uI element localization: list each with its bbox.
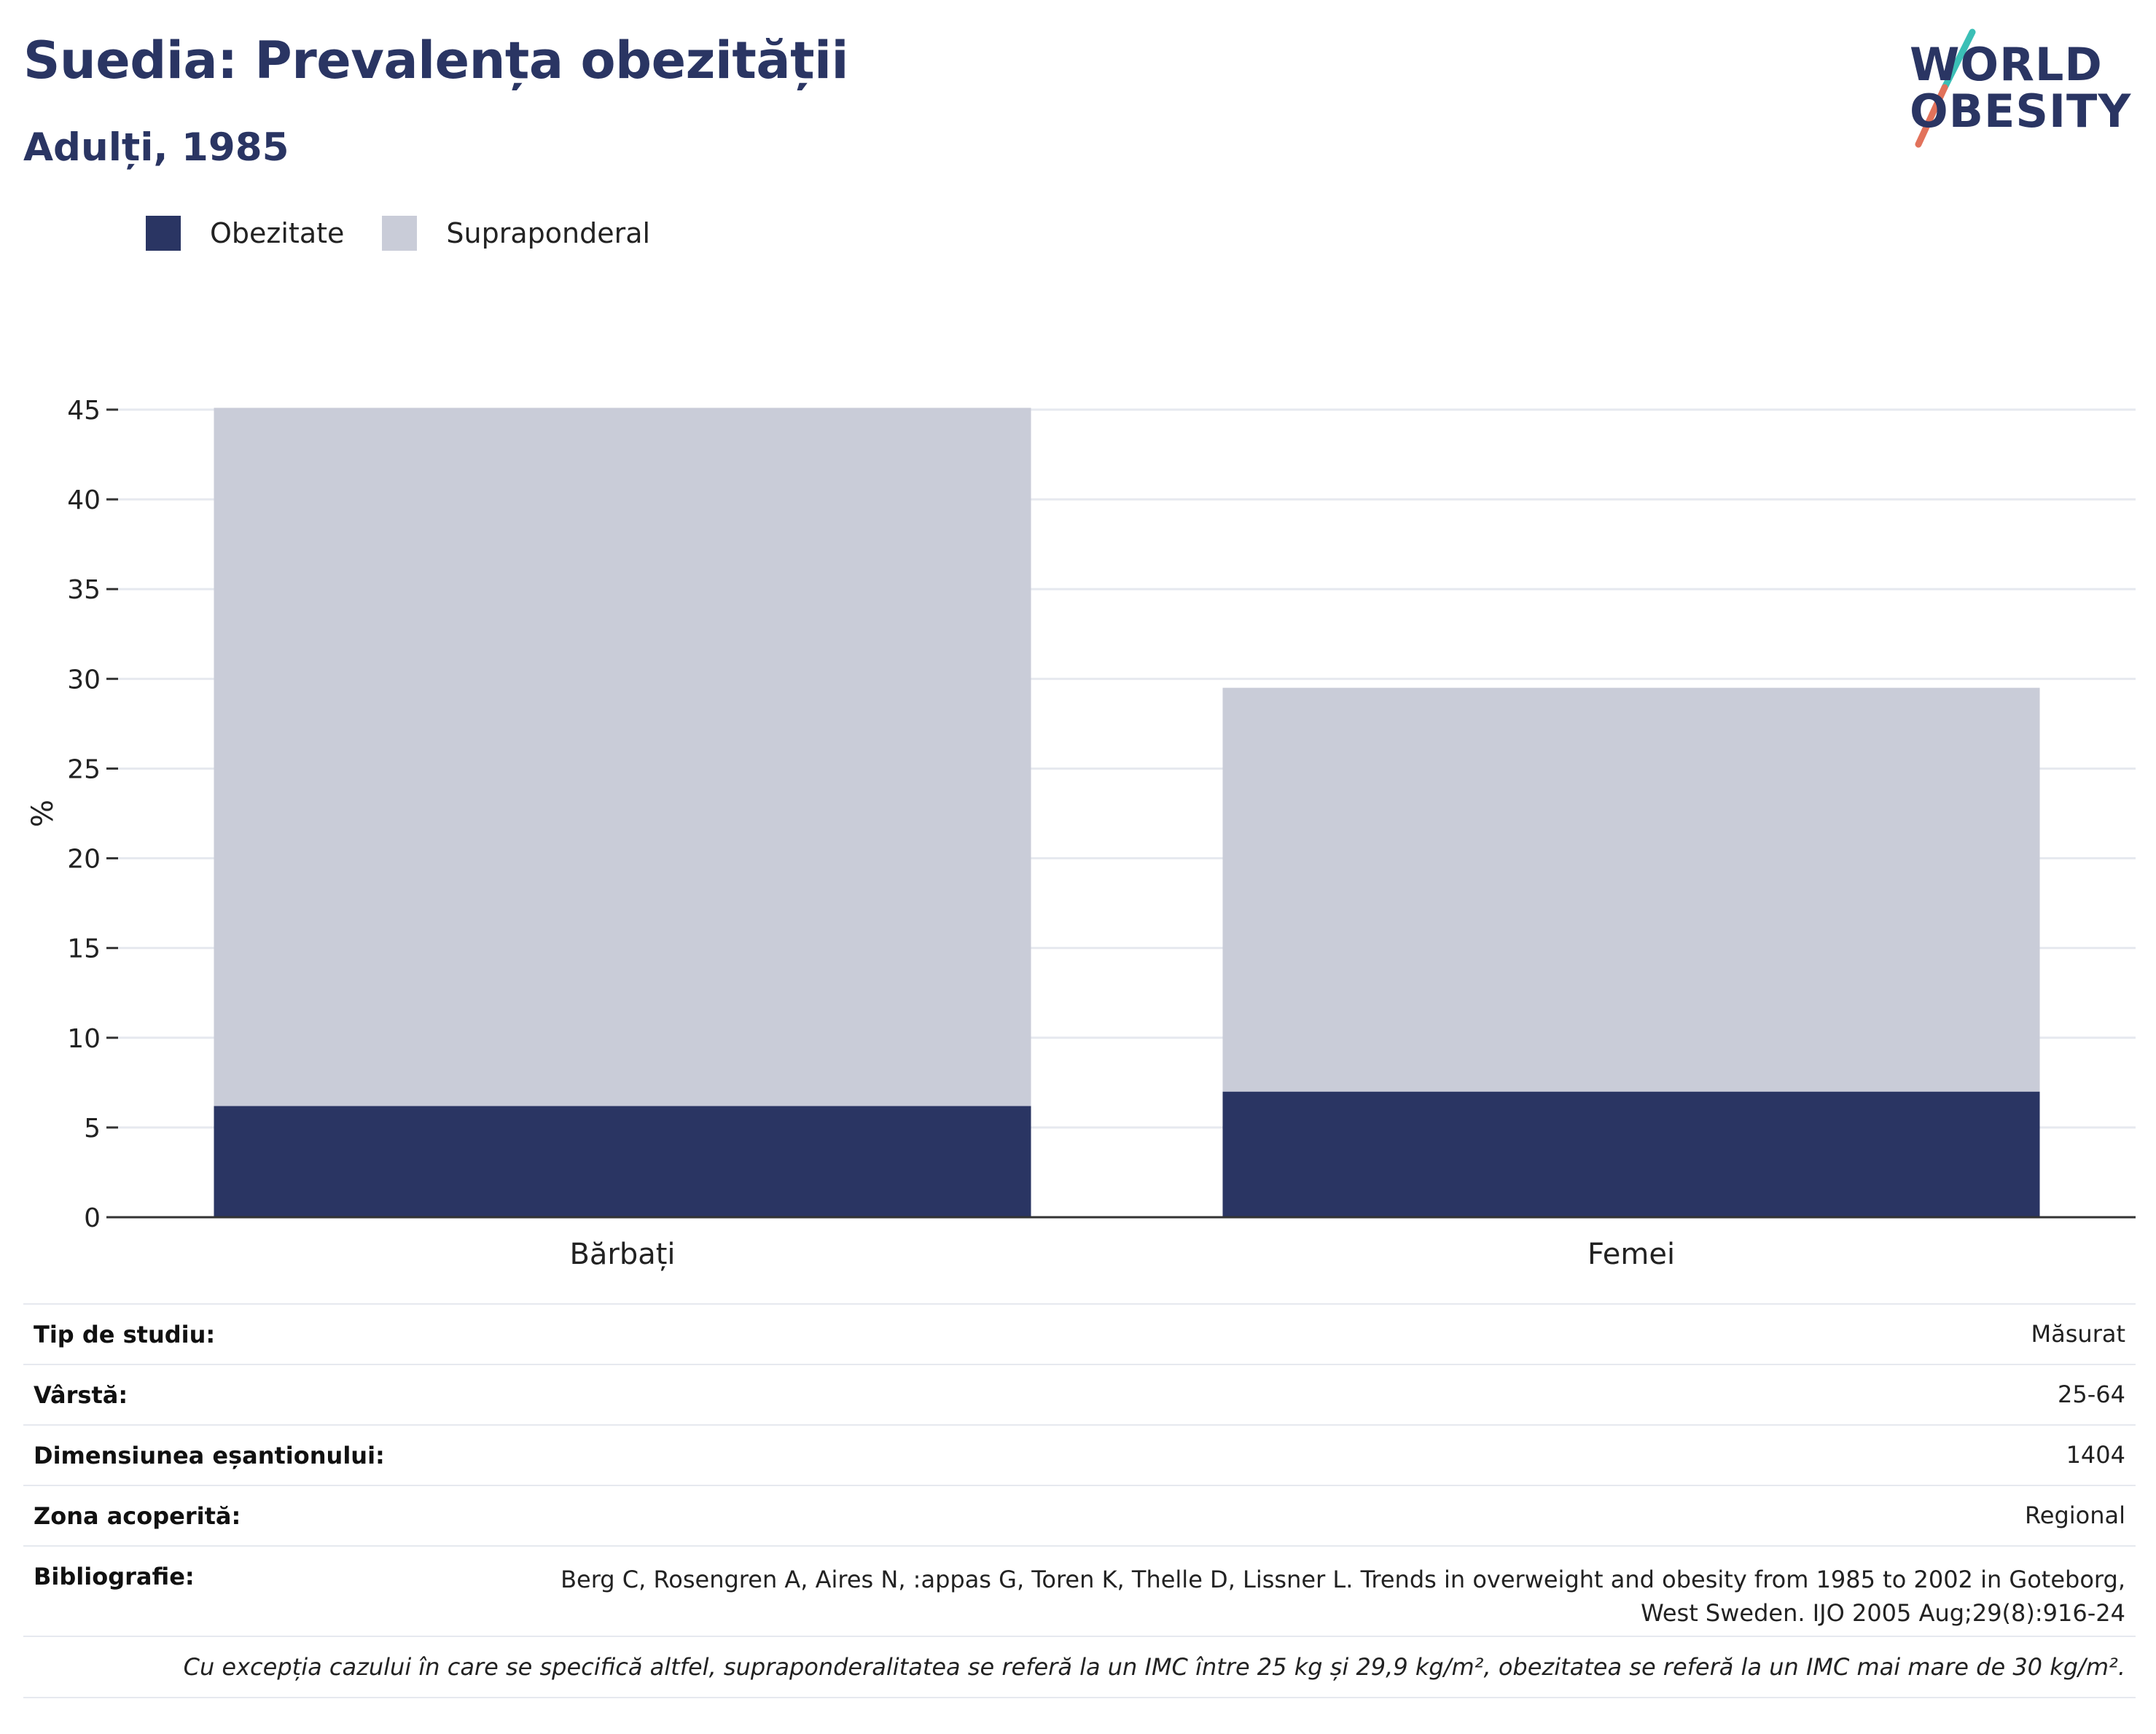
page-title: Suedia: Prevalența obezității — [23, 31, 849, 90]
y-tick-label: 25 — [67, 754, 101, 784]
study-info-table: Tip de studiu: Măsurat Vârstă: 25-64 Dim… — [23, 1303, 2136, 1698]
bar-obesity-0 — [214, 1106, 1031, 1217]
y-tick-label: 35 — [67, 575, 101, 605]
legend-item-obesity[interactable]: Obezitate — [146, 216, 344, 251]
legend-swatch-obesity — [146, 216, 181, 251]
logo-line2: OBESITY — [1910, 85, 2132, 138]
meta-value: Regional — [2024, 1501, 2125, 1530]
y-tick-label: 45 — [67, 396, 101, 426]
bar-chart: 0 5 10 15 20 25 30 35 40 45% Bărbați Femei — [26, 396, 2136, 1271]
y-tick-label: 15 — [67, 934, 101, 964]
page-subtitle: Adulți, 1985 — [23, 125, 289, 170]
y-tick-label: 10 — [67, 1024, 101, 1054]
meta-row-age: Vârstă: 25-64 — [23, 1364, 2136, 1424]
meta-key: Zona acoperită: — [34, 1501, 241, 1530]
meta-row-bibliography: Bibliografie: Berg C, Rosengren A, Aires… — [23, 1545, 2136, 1636]
meta-key: Vârstă: — [34, 1380, 128, 1409]
legend-item-overweight[interactable]: Supraponderal — [382, 216, 650, 251]
meta-value: Măsurat — [2031, 1320, 2125, 1348]
x-category-label: Femei — [1587, 1238, 1675, 1271]
chart-legend: Obezitate Supraponderal — [146, 216, 688, 251]
bar-obesity-1 — [1222, 1091, 2040, 1217]
legend-label-obesity: Obezitate — [210, 217, 345, 249]
meta-row-coverage: Zona acoperită: Regional — [23, 1485, 2136, 1545]
definition-note: Cu excepția cazului în care se specifică… — [23, 1636, 2136, 1698]
y-tick-label: 30 — [67, 665, 101, 695]
logo-slash-icon — [1915, 28, 1976, 148]
world-obesity-logo: WORLD OBESITY — [1902, 22, 2143, 153]
meta-key: Tip de studiu: — [34, 1320, 216, 1348]
meta-value: 25-64 — [2058, 1380, 2125, 1409]
bibliography-text: Berg C, Rosengren A, Aires N, :appas G, … — [561, 1563, 2125, 1630]
bibliography-line1: Berg C, Rosengren A, Aires N, :appas G, … — [561, 1566, 2125, 1593]
legend-swatch-overweight — [382, 216, 418, 251]
meta-key: Dimensiunea eșantionului: — [34, 1441, 385, 1469]
meta-row-sample-size: Dimensiunea eșantionului: 1404 — [23, 1424, 2136, 1485]
y-tick-label: 40 — [67, 485, 101, 515]
x-category-label: Bărbați — [569, 1238, 675, 1271]
meta-value: 1404 — [2066, 1441, 2125, 1469]
bar-overweight-0 — [214, 407, 1031, 1106]
meta-row-study-type: Tip de studiu: Măsurat — [23, 1303, 2136, 1364]
meta-key: Bibliografie: — [34, 1563, 195, 1590]
y-tick-label: 5 — [84, 1114, 101, 1144]
y-tick-label: 0 — [84, 1203, 101, 1233]
bar-overweight-1 — [1222, 687, 2040, 1092]
logo-line1: WORLD — [1910, 38, 2103, 91]
bibliography-line2: West Sweden. IJO 2005 Aug;29(8):916-24 — [1641, 1599, 2125, 1628]
y-tick-label: 20 — [67, 845, 101, 875]
y-axis-label: % — [26, 800, 60, 827]
legend-label-overweight: Supraponderal — [446, 217, 651, 249]
